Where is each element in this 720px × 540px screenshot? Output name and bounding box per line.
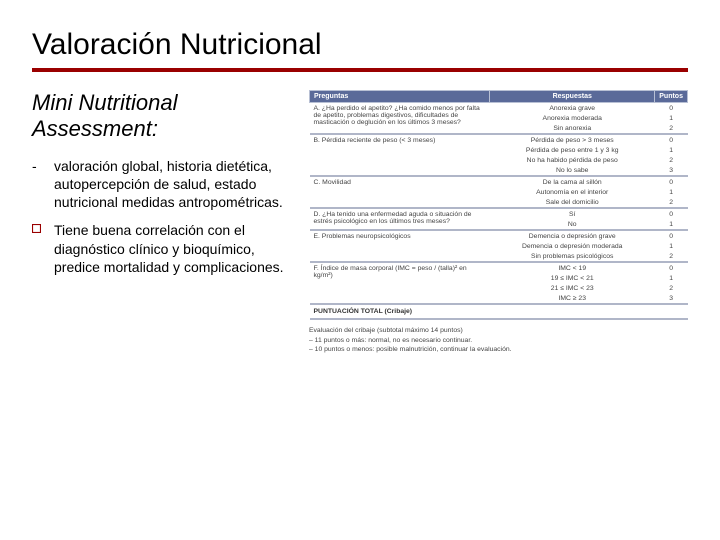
points-cell: 1 [655, 113, 688, 123]
table-row: C. MovilidadDe la cama al sillón0 [310, 177, 688, 187]
points-cell: 2 [655, 197, 688, 208]
response-cell: Pérdida de peso entre 1 y 3 kg [490, 145, 655, 155]
bullet-item: -valoración global, historia dietética, … [32, 157, 297, 212]
response-cell: Pérdida de peso > 3 meses [490, 135, 655, 145]
points-cell: 0 [655, 135, 688, 145]
response-cell: No [490, 219, 655, 230]
points-cell: 2 [655, 283, 688, 293]
title-divider [32, 68, 688, 72]
points-cell: 0 [655, 263, 688, 273]
bullet-list: -valoración global, historia dietética, … [32, 157, 297, 276]
points-cell: 1 [655, 219, 688, 230]
points-cell: 1 [655, 241, 688, 251]
response-cell: Sin anorexia [490, 123, 655, 134]
points-cell: 3 [655, 293, 688, 304]
mna-table: Preguntas Respuestas Puntos A. ¿Ha perdi… [309, 90, 688, 320]
response-cell: 21 ≤ IMC < 23 [490, 283, 655, 293]
question-cell: E. Problemas neuropsicológicos [310, 231, 490, 262]
col-header-questions: Preguntas [310, 91, 490, 103]
points-cell: 2 [655, 155, 688, 165]
bullet-text: valoración global, historia dietética, a… [54, 157, 297, 212]
table-row: B. Pérdida reciente de peso (< 3 meses)P… [310, 135, 688, 145]
evaluation-block: Evaluación del cribaje (subtotal máximo … [309, 326, 688, 355]
subtitle: Mini Nutritional Assessment: [32, 90, 297, 143]
square-bullet-icon [32, 221, 54, 276]
points-cell: 1 [655, 187, 688, 197]
question-cell: C. Movilidad [310, 177, 490, 208]
response-cell: No ha habido pérdida de peso [490, 155, 655, 165]
points-cell: 3 [655, 165, 688, 176]
question-cell: F. Índice de masa corporal (IMC = peso /… [310, 263, 490, 304]
points-cell: 2 [655, 123, 688, 134]
table-row: F. Índice de masa corporal (IMC = peso /… [310, 263, 688, 273]
evaluation-title: Evaluación del cribaje (subtotal máximo … [309, 326, 688, 336]
response-cell: Sale del domicilio [490, 197, 655, 208]
question-cell: B. Pérdida reciente de peso (< 3 meses) [310, 135, 490, 176]
response-cell: Anorexia moderada [490, 113, 655, 123]
total-label: PUNTUACIÓN TOTAL (Cribaje) [310, 304, 688, 319]
question-cell: D. ¿Ha tenido una enfermedad aguda o sit… [310, 209, 490, 230]
evaluation-line: – 11 puntos o más: normal, no es necesar… [309, 336, 688, 346]
dash-bullet-icon: - [32, 157, 54, 212]
response-cell: De la cama al sillón [490, 177, 655, 187]
response-cell: Demencia o depresión grave [490, 231, 655, 241]
points-cell: 0 [655, 103, 688, 114]
response-cell: Autonomía en el interior [490, 187, 655, 197]
table-row: E. Problemas neuropsicológicosDemencia o… [310, 231, 688, 241]
bullet-item: Tiene buena correlación con el diagnósti… [32, 221, 297, 276]
table-row: D. ¿Ha tenido una enfermedad aguda o sit… [310, 209, 688, 219]
evaluation-line: – 10 puntos o menos: posible malnutrició… [309, 345, 688, 355]
response-cell: Sí [490, 209, 655, 219]
total-row: PUNTUACIÓN TOTAL (Cribaje) [310, 304, 688, 319]
points-cell: 0 [655, 209, 688, 219]
response-cell: Sin problemas psicológicos [490, 251, 655, 262]
response-cell: 19 ≤ IMC < 21 [490, 273, 655, 283]
points-cell: 0 [655, 231, 688, 241]
col-header-points: Puntos [655, 91, 688, 103]
page-title: Valoración Nutricional [32, 28, 688, 62]
response-cell: No lo sabe [490, 165, 655, 176]
points-cell: 0 [655, 177, 688, 187]
points-cell: 2 [655, 251, 688, 262]
points-cell: 1 [655, 145, 688, 155]
bullet-text: Tiene buena correlación con el diagnósti… [54, 221, 297, 276]
response-cell: IMC ≥ 23 [490, 293, 655, 304]
points-cell: 1 [655, 273, 688, 283]
col-header-responses: Respuestas [490, 91, 655, 103]
table-row: A. ¿Ha perdido el apetito? ¿Ha comido me… [310, 103, 688, 114]
response-cell: IMC < 19 [490, 263, 655, 273]
question-cell: A. ¿Ha perdido el apetito? ¿Ha comido me… [310, 103, 490, 135]
response-cell: Demencia o depresión moderada [490, 241, 655, 251]
response-cell: Anorexia grave [490, 103, 655, 114]
